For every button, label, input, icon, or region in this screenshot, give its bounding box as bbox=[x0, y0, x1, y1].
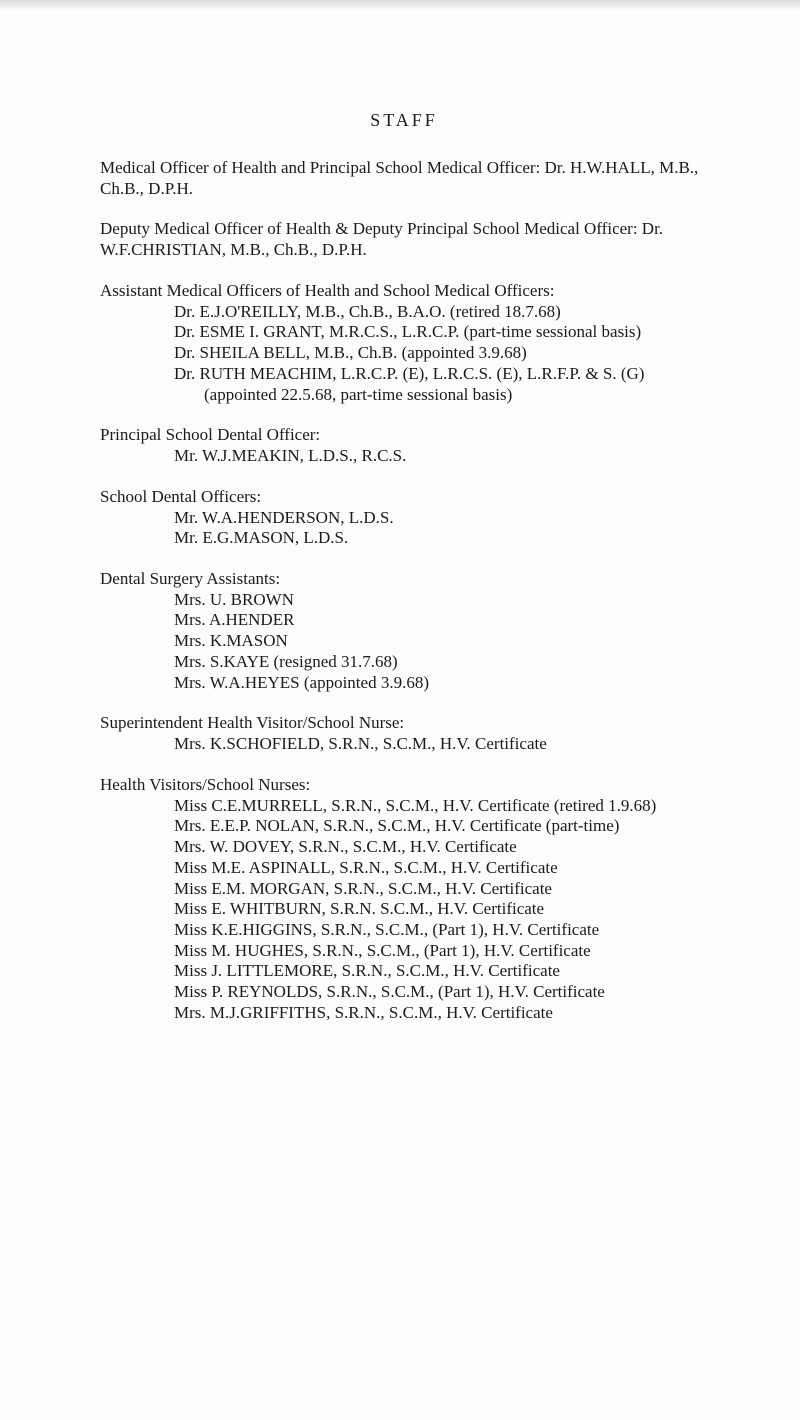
moh-paragraph: Medical Officer of Health and Principal … bbox=[100, 158, 708, 199]
document-page: STAFF Medical Officer of Health and Prin… bbox=[0, 0, 800, 1420]
deputy-paragraph: Deputy Medical Officer of Health & Deput… bbox=[100, 219, 708, 260]
amo-section: Assistant Medical Officers of Health and… bbox=[100, 281, 708, 405]
list-item: Mrs. M.J.GRIFFITHS, S.R.N., S.C.M., H.V.… bbox=[174, 1003, 708, 1024]
health-visitors-section: Health Visitors/School Nurses: Miss C.E.… bbox=[100, 775, 708, 1024]
list-item: Mrs. U. BROWN bbox=[174, 590, 708, 611]
list-item: Mrs. A.HENDER bbox=[174, 610, 708, 631]
dental-surgery-list: Mrs. U. BROWN Mrs. A.HENDER Mrs. K.MASON… bbox=[100, 590, 708, 694]
list-item: Miss P. REYNOLDS, S.R.N., S.C.M., (Part … bbox=[174, 982, 708, 1003]
school-dental-heading: School Dental Officers: bbox=[100, 487, 708, 508]
health-visitors-heading: Health Visitors/School Nurses: bbox=[100, 775, 708, 796]
school-dental-list: Mr. W.A.HENDERSON, L.D.S. Mr. E.G.MASON,… bbox=[100, 508, 708, 549]
list-item: Dr. RUTH MEACHIM, L.R.C.P. (E), L.R.C.S.… bbox=[174, 364, 708, 405]
list-item: Mrs. K.MASON bbox=[174, 631, 708, 652]
list-item: Miss M. HUGHES, S.R.N., S.C.M., (Part 1)… bbox=[174, 941, 708, 962]
list-item: Mrs. S.KAYE (resigned 31.7.68) bbox=[174, 652, 708, 673]
dental-surgery-section: Dental Surgery Assistants: Mrs. U. BROWN… bbox=[100, 569, 708, 693]
principal-dental-heading: Principal School Dental Officer: bbox=[100, 425, 708, 446]
superintendent-list: Mrs. K.SCHOFIELD, S.R.N., S.C.M., H.V. C… bbox=[100, 734, 708, 755]
page-heading: STAFF bbox=[100, 110, 708, 132]
list-item: Miss K.E.HIGGINS, S.R.N., S.C.M., (Part … bbox=[174, 920, 708, 941]
list-item: Mrs. K.SCHOFIELD, S.R.N., S.C.M., H.V. C… bbox=[174, 734, 708, 755]
principal-dental-section: Principal School Dental Officer: Mr. W.J… bbox=[100, 425, 708, 466]
list-item: Miss C.E.MURRELL, S.R.N., S.C.M., H.V. C… bbox=[174, 796, 708, 817]
health-visitors-list: Miss C.E.MURRELL, S.R.N., S.C.M., H.V. C… bbox=[100, 796, 708, 1024]
dental-surgery-heading: Dental Surgery Assistants: bbox=[100, 569, 708, 590]
superintendent-section: Superintendent Health Visitor/School Nur… bbox=[100, 713, 708, 754]
list-item: Mr. W.A.HENDERSON, L.D.S. bbox=[174, 508, 708, 529]
list-item: Dr. ESME I. GRANT, M.R.C.S., L.R.C.P. (p… bbox=[174, 322, 708, 343]
list-item: Mrs. W.A.HEYES (appointed 3.9.68) bbox=[174, 673, 708, 694]
list-item: Miss E.M. MORGAN, S.R.N., S.C.M., H.V. C… bbox=[174, 879, 708, 900]
amo-heading: Assistant Medical Officers of Health and… bbox=[100, 281, 708, 302]
list-item: Dr. E.J.O'REILLY, M.B., Ch.B., B.A.O. (r… bbox=[174, 302, 708, 323]
list-item: Dr. SHEILA BELL, M.B., Ch.B. (appointed … bbox=[174, 343, 708, 364]
amo-list: Dr. E.J.O'REILLY, M.B., Ch.B., B.A.O. (r… bbox=[100, 302, 708, 406]
list-item: Mr. W.J.MEAKIN, L.D.S., R.C.S. bbox=[174, 446, 708, 467]
school-dental-section: School Dental Officers: Mr. W.A.HENDERSO… bbox=[100, 487, 708, 549]
list-item: Mrs. E.E.P. NOLAN, S.R.N., S.C.M., H.V. … bbox=[174, 816, 708, 837]
principal-dental-list: Mr. W.J.MEAKIN, L.D.S., R.C.S. bbox=[100, 446, 708, 467]
list-item: Mrs. W. DOVEY, S.R.N., S.C.M., H.V. Cert… bbox=[174, 837, 708, 858]
list-item: Miss M.E. ASPINALL, S.R.N., S.C.M., H.V.… bbox=[174, 858, 708, 879]
list-item: Miss J. LITTLEMORE, S.R.N., S.C.M., H.V.… bbox=[174, 961, 708, 982]
list-item: Miss E. WHITBURN, S.R.N. S.C.M., H.V. Ce… bbox=[174, 899, 708, 920]
superintendent-heading: Superintendent Health Visitor/School Nur… bbox=[100, 713, 708, 734]
list-item: Mr. E.G.MASON, L.D.S. bbox=[174, 528, 708, 549]
